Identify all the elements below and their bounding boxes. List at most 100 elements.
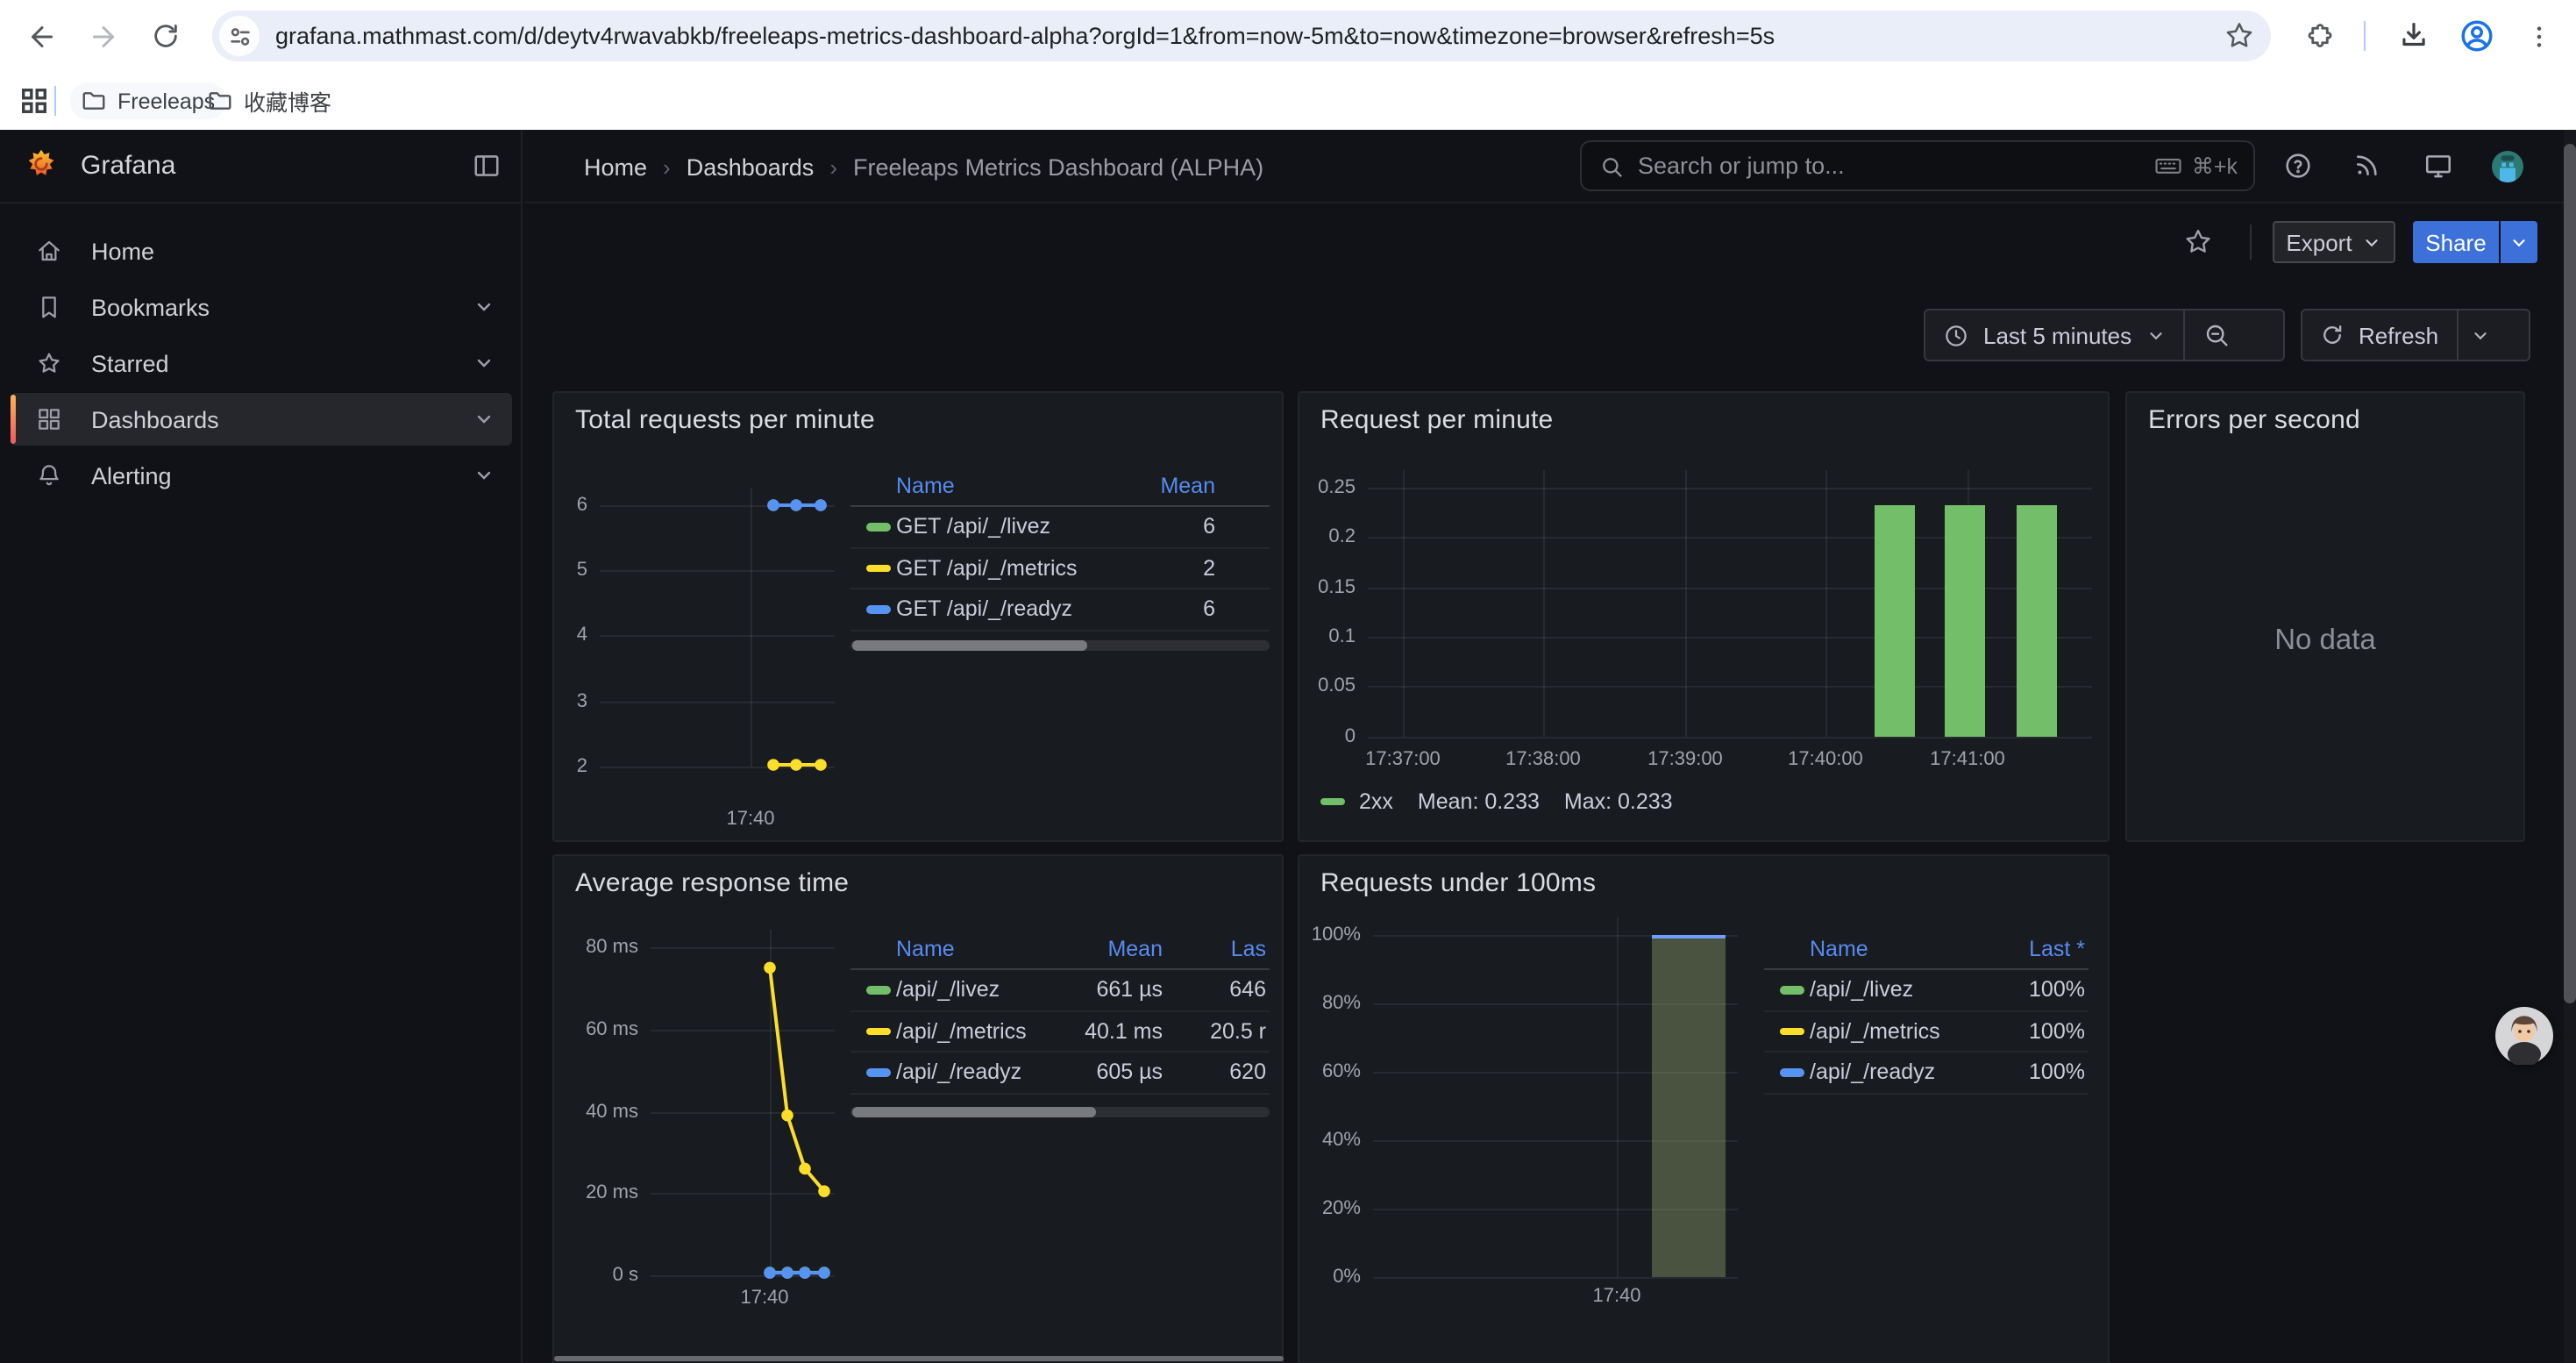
back-icon[interactable] (18, 12, 65, 60)
legend-series-marker[interactable] (1320, 797, 1345, 806)
legend-table-row[interactable]: /api/_/metrics 100% (1764, 1011, 2089, 1053)
bookmark-folder-freeleaps[interactable]: Freeleaps (70, 82, 226, 119)
legend-series-marker[interactable] (850, 605, 896, 613)
legend-series-marker[interactable] (1764, 1068, 1810, 1076)
share-menu-button[interactable] (2501, 221, 2537, 263)
legend-cell-name[interactable]: /api/_/readyz (896, 1060, 1022, 1085)
grafana-logo[interactable] (23, 147, 60, 184)
legend-table[interactable]: Name Last */api/_/livez 100%/api/_/metrics… (1764, 930, 2089, 1094)
legend-column-header[interactable]: Las (1230, 937, 1266, 961)
legend-cell-name[interactable]: /api/_/readyz (1810, 1060, 1936, 1085)
legend-scrollbar-thumb[interactable] (852, 1107, 1096, 1117)
legend-series-marker[interactable] (1764, 986, 1810, 994)
favorite-star-icon[interactable] (2183, 226, 2213, 256)
sidebar-item-starred[interactable]: Starred (11, 337, 512, 389)
legend-column-header[interactable]: Name (896, 474, 955, 498)
legend-table-row[interactable]: /api/_/readyz 100% (1764, 1053, 2089, 1094)
chevron-down-icon[interactable] (473, 353, 495, 374)
legend-column-header[interactable]: Last * (2029, 937, 2085, 961)
downloads-icon[interactable] (2390, 12, 2437, 60)
search-input[interactable]: Search or jump to... ⌘+k (1580, 140, 2255, 191)
legend-series-marker[interactable] (850, 1027, 896, 1035)
breadcrumb-home[interactable]: Home (584, 153, 648, 180)
sidebar-item-home[interactable]: Home (11, 225, 512, 277)
panel-title[interactable]: Average response time (575, 868, 850, 898)
legend-cell-name[interactable]: /api/_/livez (896, 977, 1000, 1003)
legend-cell-name[interactable]: GET /api/_/metrics (896, 555, 1078, 581)
help-icon[interactable] (2283, 151, 2313, 181)
site-settings-icon[interactable] (219, 16, 260, 56)
bookmark-folder-blogs[interactable]: 收藏博客 (196, 82, 342, 119)
legend-cell-name[interactable]: /api/_/livez (1810, 977, 1914, 1003)
legend-table-row[interactable]: GET /api/_/readyz 6 (850, 589, 1270, 631)
user-avatar[interactable] (2492, 151, 2523, 182)
export-button[interactable]: Export (2273, 221, 2395, 263)
legend-table[interactable]: Name Mean Las/api/_/livez 661 µs 646/api/_/m… (850, 930, 1270, 1094)
bar-2xx[interactable] (1945, 504, 1985, 737)
sidebar-item-dashboards[interactable]: Dashboards (11, 393, 512, 446)
monitor-icon[interactable] (2423, 151, 2453, 181)
panel-title[interactable]: Errors per second (2148, 405, 2360, 435)
legend-scrollbar[interactable] (850, 640, 1270, 651)
legend-table-row[interactable]: GET /api/_/livez 6 (850, 507, 1270, 548)
legend-table-row[interactable]: GET /api/_/metrics 2 (850, 548, 1270, 589)
legend-series-marker[interactable] (1764, 1027, 1810, 1035)
dock-menu-icon[interactable] (472, 151, 502, 181)
area-series[interactable] (1652, 935, 1726, 1277)
legend-column-header[interactable]: Mean (1160, 474, 1215, 498)
apps-grid-icon[interactable] (19, 86, 49, 116)
legend-series-marker[interactable] (850, 986, 896, 994)
legend-series-marker[interactable] (850, 523, 896, 531)
legend-table-row[interactable]: /api/_/livez 100% (1764, 970, 2089, 1011)
zoom-out-button[interactable] (2184, 310, 2249, 360)
extensions-icon[interactable] (2295, 12, 2343, 60)
legend-table[interactable]: Name Mean GET /api/_/livez 6 GET /api/_/metr… (850, 467, 1270, 631)
refresh-button[interactable]: Refresh (2302, 310, 2456, 360)
share-button[interactable]: Share (2413, 221, 2499, 263)
legend-table-row[interactable]: /api/_/livez 661 µs 646 (850, 970, 1270, 1011)
legend-column-header[interactable]: Name (1810, 937, 1868, 961)
legend-series-marker[interactable] (850, 1068, 896, 1076)
url-bar[interactable]: grafana.mathmast.com/d/deytv4rwavabkb/fr… (212, 11, 2271, 61)
browser-menu-icon[interactable] (2515, 12, 2562, 60)
vertical-scrollbar[interactable] (2564, 130, 2576, 1363)
legend-table-row[interactable]: /api/_/metrics 40.1 ms 20.5 r (850, 1011, 1270, 1053)
chevron-down-icon[interactable] (473, 409, 495, 430)
gridline-horizontal (1368, 737, 2092, 739)
legend-cell-name[interactable]: /api/_/metrics (896, 1018, 1027, 1044)
legend-column-header[interactable]: Mean (1107, 937, 1163, 961)
panel-title[interactable]: Requests under 100ms (1320, 868, 1597, 898)
time-range-picker[interactable]: Last 5 minutes (1925, 310, 2182, 360)
panel-title[interactable]: Request per minute (1320, 405, 1554, 435)
chevron-down-icon[interactable] (473, 465, 495, 486)
legend-series-marker[interactable] (850, 564, 896, 572)
legend-scrollbar[interactable] (850, 1107, 1270, 1117)
legend-cell-name[interactable]: /api/_/metrics (1810, 1018, 1940, 1044)
bar-2xx[interactable] (2017, 504, 2057, 737)
legend-scrollbar-thumb[interactable] (852, 640, 1087, 651)
panel-title[interactable]: Total requests per minute (575, 405, 875, 435)
chart-series-layer[interactable] (554, 393, 1284, 842)
legend-series-name[interactable]: 2xx (1359, 789, 1393, 814)
breadcrumb-separator: › (829, 153, 837, 180)
profile-icon[interactable] (2453, 12, 2501, 60)
legend-table-row[interactable]: /api/_/readyz 605 µs 620 (850, 1053, 1270, 1094)
legend-cell-name[interactable]: GET /api/_/readyz (896, 596, 1073, 622)
reload-icon[interactable] (142, 12, 189, 60)
horizontal-scrollbar[interactable] (554, 1356, 1284, 1361)
sidebar-item-alerting[interactable]: Alerting (11, 449, 512, 502)
breadcrumb-dashboards[interactable]: Dashboards (686, 153, 815, 180)
refresh-interval-button[interactable] (2458, 310, 2503, 360)
bookmark-star-icon[interactable] (2224, 19, 2255, 51)
legend-cell-name[interactable]: GET /api/_/livez (896, 514, 1051, 539)
forward-icon[interactable] (79, 12, 126, 60)
chart-series-layer[interactable] (554, 856, 1284, 1363)
chevron-down-icon[interactable] (473, 296, 495, 318)
scrollbar-thumb[interactable] (2564, 144, 2576, 1003)
news-rss-icon[interactable] (2353, 151, 2381, 179)
sidebar-item-bookmarks[interactable]: Bookmarks (11, 281, 512, 333)
legend-column-header[interactable]: Name (896, 937, 955, 961)
url-text[interactable]: grafana.mathmast.com/d/deytv4rwavabkb/fr… (275, 23, 1775, 49)
bar-2xx[interactable] (1875, 504, 1915, 737)
floating-assistant-avatar[interactable] (2495, 1007, 2553, 1065)
